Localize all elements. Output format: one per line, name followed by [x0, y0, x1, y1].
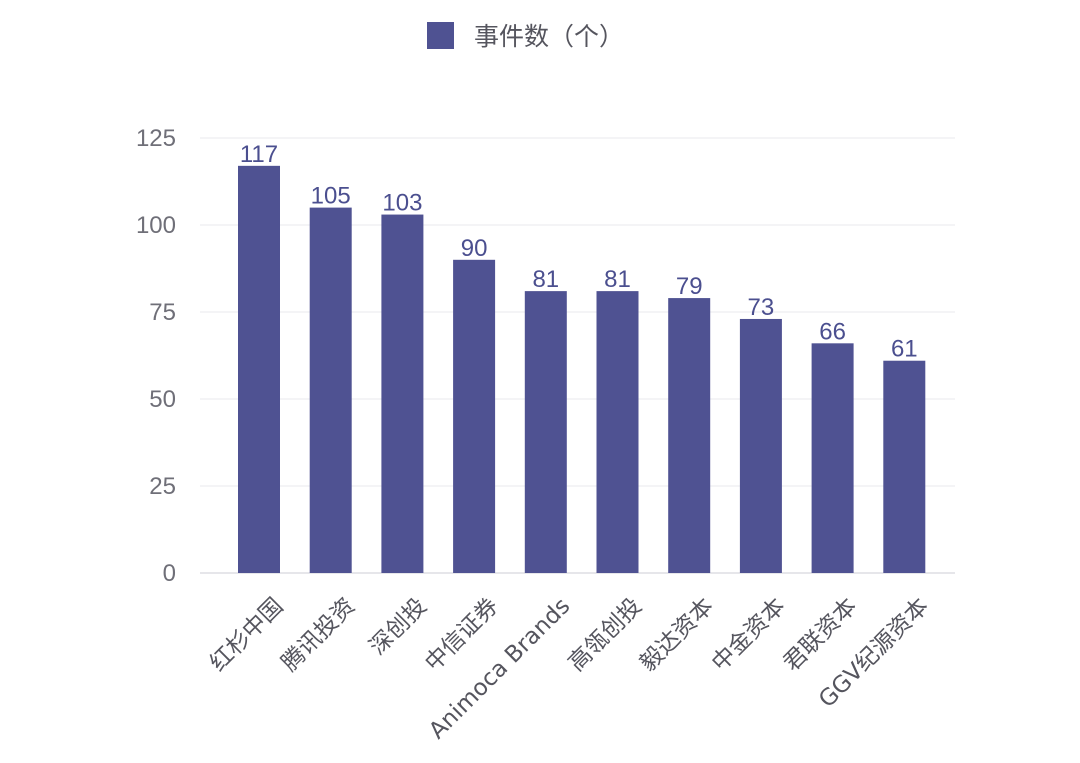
y-tick-label: 75: [149, 299, 176, 326]
data-label: 117: [240, 141, 278, 168]
data-label: 103: [382, 190, 422, 217]
legend-label: 事件数（个）: [474, 22, 624, 51]
bar: [309, 207, 352, 573]
data-label: 81: [532, 266, 559, 293]
bars: [238, 165, 926, 573]
y-tick-label: 25: [149, 473, 176, 500]
bar: [811, 343, 854, 573]
legend-swatch: [427, 22, 454, 49]
x-tick-label: 腾讯投资: [277, 593, 360, 676]
data-label: 90: [461, 235, 488, 262]
data-labels: 117 105 103 90 81 81 79 73 66 61: [240, 141, 918, 363]
y-tick-label: 0: [163, 560, 176, 587]
bar: [883, 360, 926, 573]
bar: [524, 291, 567, 573]
x-tick-label: 红杉中国: [205, 593, 288, 676]
data-label: 66: [819, 318, 846, 345]
x-tick-label: 深创投: [365, 593, 432, 660]
data-label: 61: [891, 336, 918, 363]
data-label: 81: [604, 266, 631, 293]
bar: [238, 165, 280, 573]
bar: [668, 298, 711, 573]
bar: [596, 291, 639, 573]
legend: 事件数（个）: [427, 22, 624, 51]
x-tick-label: 中金资本: [707, 593, 790, 676]
data-label: 79: [676, 273, 703, 300]
y-tick-label: 125: [136, 125, 176, 152]
bar: [381, 214, 424, 573]
y-axis-ticks: 0 25 50 75 100 125: [136, 125, 176, 587]
x-tick-label: 毅达资本: [635, 593, 718, 676]
data-label: 73: [748, 294, 775, 321]
y-tick-label: 100: [136, 212, 176, 239]
x-tick-label: 高瓴创投: [564, 593, 647, 676]
x-tick-label: Animoca Brands: [424, 593, 575, 744]
bar: [453, 259, 496, 573]
data-label: 105: [311, 183, 351, 210]
y-tick-label: 50: [149, 386, 176, 413]
bar: [739, 318, 782, 573]
